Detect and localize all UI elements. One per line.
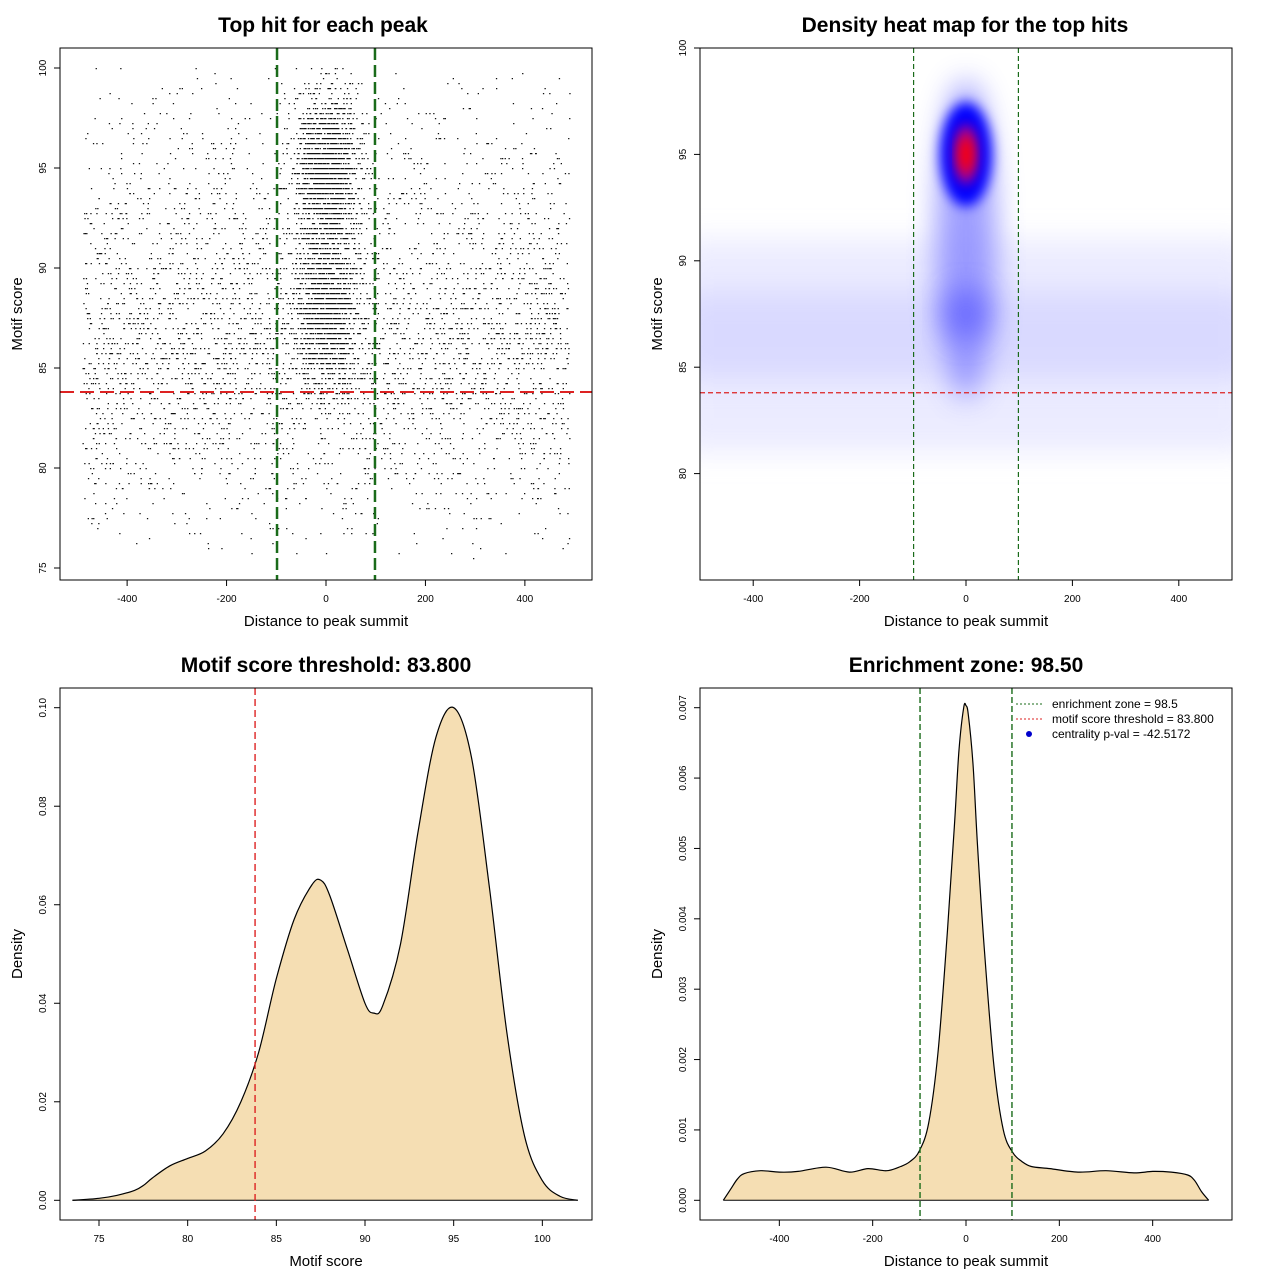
distance-density-x-label: Distance to peak summit: [884, 1253, 1049, 1270]
distance-density-y-axis: 0.000 0.001 0.002 0.003 0.004 0.005 0.006 0.007: [678, 695, 700, 1213]
score-density-y-tick-label: 0.10: [38, 698, 49, 718]
score-density-x-tick-label: 75: [93, 1234, 105, 1245]
heatmap-density: [700, 48, 1232, 580]
score-density-area: [72, 707, 578, 1201]
scatter-x-tick-label: 200: [417, 594, 434, 605]
distance-density-curve: [722, 702, 1210, 1201]
score-density-y-tick-label: 0.00: [38, 1190, 49, 1210]
scatter-x-tick-label: -200: [217, 594, 237, 605]
distance-density-y-tick-label: 0.006: [678, 765, 689, 790]
heatmap-y-axis: 80 85 90 95 100: [678, 39, 700, 479]
heatmap-y-tick-label: 80: [678, 468, 689, 480]
score-density-y-tick-label: 0.02: [38, 1092, 49, 1112]
heatmap-x-tick-label: 200: [1064, 594, 1081, 605]
scatter-y-tick-label: 95: [38, 162, 49, 174]
distance-density-y-tick-label: 0.003: [678, 976, 689, 1001]
heatmap-x-tick-label: 400: [1170, 594, 1187, 605]
scatter-x-label: Distance to peak summit: [244, 613, 409, 630]
score-density-y-label: Density: [9, 928, 26, 979]
heatmap-y-label: Motif score: [649, 277, 666, 350]
legend-pval-label: centrality p-val = -42.5172: [1052, 727, 1191, 741]
scatter-y-tick-label: 90: [38, 262, 49, 274]
heatmap-title: Density heat map for the top hits: [802, 14, 1129, 37]
scatter-x-tick-label: 400: [517, 594, 534, 605]
score-density-y-axis: 0.00 0.02 0.04 0.06 0.08 0.10: [38, 698, 60, 1210]
distance-density-y-tick-label: 0.000: [678, 1187, 689, 1212]
distance-density-y-tick-label: 0.004: [678, 906, 689, 931]
panel-heatmap: Density heat map for the top hits -400 -2…: [649, 14, 1233, 630]
distance-density-x-tick-label: 400: [1144, 1234, 1161, 1245]
scatter-x-tick-label: -400: [117, 594, 137, 605]
score-density-y-tick-label: 0.04: [38, 993, 49, 1013]
scatter-y-tick-label: 100: [38, 59, 49, 76]
score-density-x-tick-label: 90: [359, 1234, 371, 1245]
score-density-y-tick-label: 0.06: [38, 895, 49, 915]
distance-density-x-axis: -400 -200 0 200 400: [769, 1220, 1161, 1245]
distance-density-y-label: Density: [649, 928, 666, 979]
score-density-x-tick-label: 100: [534, 1234, 551, 1245]
distance-density-area: [723, 703, 1209, 1201]
score-density-x-tick-label: 80: [182, 1234, 194, 1245]
scatter-x-axis: -400 -200 0 200 400: [117, 580, 534, 605]
legend-zone-label: enrichment zone = 98.5: [1052, 697, 1178, 711]
score-density-x-tick-label: 95: [448, 1234, 460, 1245]
score-density-reference-lines: [72, 688, 578, 1220]
heatmap-reference-lines: [700, 48, 1232, 580]
distance-density-x-tick-label: -400: [769, 1234, 789, 1245]
legend: enrichment zone = 98.5 motif score thres…: [1016, 697, 1214, 741]
panel-distance-density: Enrichment zone: 98.50 -400 -200 0 200 400 0…: [649, 654, 1233, 1270]
scatter-x-tick-label: 0: [323, 594, 329, 605]
distance-density-y-tick-label: 0.002: [678, 1047, 689, 1072]
distance-density-y-tick-label: 0.001: [678, 1117, 689, 1142]
heatmap-hotspot-core: [959, 136, 973, 173]
scatter-y-tick-label: 75: [38, 562, 49, 574]
heatmap-y-tick-label: 85: [678, 361, 689, 373]
scatter-points: [82, 68, 571, 560]
distance-density-reference-lines: [723, 688, 1209, 1220]
score-density-plot-frame: [59, 687, 593, 1221]
score-density-y-tick-label: 0.08: [38, 796, 49, 816]
heatmap-y-tick-label: 100: [678, 39, 689, 56]
score-density-x-axis: 75 80 85 90 95 100: [93, 1220, 551, 1245]
legend-pval-dot: [1026, 731, 1032, 737]
heatmap-y-tick-label: 95: [678, 148, 689, 160]
scatter-y-axis: 75 80 85 90 95 100: [38, 59, 60, 574]
score-density-x-label: Motif score: [289, 1253, 362, 1270]
heatmap-secondary-mode: [944, 288, 988, 340]
panel-scatter: Top hit for each peak -400 -200 0 200 400 75…: [9, 14, 593, 630]
heatmap-y-tick-label: 90: [678, 255, 689, 267]
legend-threshold-label: motif score threshold = 83.800: [1052, 712, 1214, 726]
heatmap-x-tick-label: 0: [963, 594, 969, 605]
distance-density-y-tick-label: 0.007: [678, 695, 689, 720]
scatter-title: Top hit for each peak: [218, 14, 428, 37]
scatter-reference-lines: [60, 48, 592, 580]
scatter-y-tick-label: 80: [38, 462, 49, 474]
panel-score-density: Motif score threshold: 83.800 75 80 85 90 95…: [9, 654, 593, 1270]
score-density-title: Motif score threshold: 83.800: [181, 654, 472, 677]
scatter-y-label: Motif score: [9, 277, 26, 350]
heatmap-x-axis: -400 -200 0 200 400: [743, 580, 1188, 605]
scatter-y-tick-label: 85: [38, 362, 49, 374]
distance-density-title: Enrichment zone: 98.50: [849, 654, 1084, 677]
distance-density-x-tick-label: 200: [1051, 1234, 1068, 1245]
heatmap-x-tick-label: -400: [743, 594, 763, 605]
score-density-curve: [72, 706, 578, 1201]
distance-density-y-tick-label: 0.005: [678, 835, 689, 860]
scatter-point-cloud: [82, 68, 571, 560]
heatmap-x-label: Distance to peak summit: [884, 613, 1049, 630]
score-density-x-tick-label: 85: [271, 1234, 283, 1245]
heatmap-x-tick-label: -200: [850, 594, 870, 605]
distance-density-x-tick-label: 0: [963, 1234, 969, 1245]
distance-density-x-tick-label: -200: [863, 1234, 883, 1245]
